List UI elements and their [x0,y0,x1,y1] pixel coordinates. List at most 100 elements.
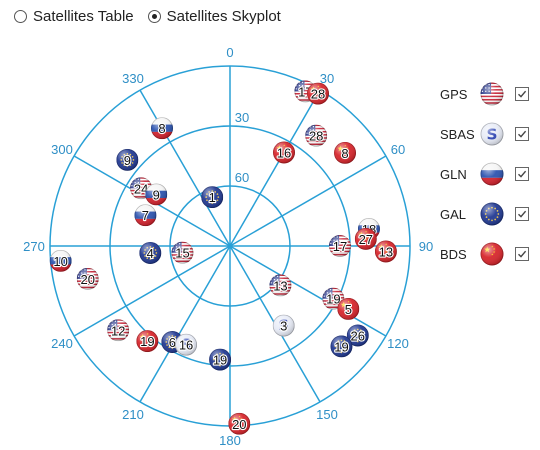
satellite-label: 19 [334,339,348,354]
satellite-beidou-20[interactable]: 20 [228,412,251,435]
satellite-gps-17[interactable]: 17 [329,235,351,257]
legend-checkbox-gps[interactable] [515,87,529,101]
satellite-label: 10 [53,254,67,269]
satellite-label: 17 [333,239,347,254]
azimuth-spoke-30 [229,89,321,247]
satellite-label: 9 [124,153,131,168]
legend-label-gps: GPS [440,86,468,102]
legend-checkbox-gln[interactable] [515,167,529,181]
satellite-beidou-16[interactable]: 16 [273,141,295,164]
satellite-galileo-4[interactable]: 4 [139,241,162,264]
satellite-label: 15 [175,246,189,261]
gps-flag-icon [480,82,504,106]
satellite-label: 1 [209,190,216,205]
azimuth-label-270: 270 [23,239,45,254]
legend-row-gln: GLN [440,162,529,186]
satellite-galileo-26[interactable]: 26 [346,324,369,347]
azimuth-label-30: 30 [320,71,334,86]
satellite-label: 6 [169,335,176,350]
satellite-gps-15[interactable]: 15 [171,241,194,264]
view-toggle: Satellites Table Satellites Skyplot [14,8,281,25]
satellite-beidou-19[interactable]: 19 [136,330,159,353]
legend-row-gal: GAL [440,202,529,226]
satellite-gps-28[interactable]: 28 [305,124,328,147]
checkmark-icon [518,170,527,178]
satellite-galileo-19[interactable]: 19 [330,335,353,358]
satellite-galileo-19[interactable]: 19 [209,348,232,371]
satellite-label: 5 [345,302,352,317]
satellite-sbas-16[interactable]: S16 [175,333,198,356]
azimuth-spoke-210 [139,245,231,403]
gln-flag-icon [480,162,504,186]
legend-checkbox-sbas[interactable] [515,127,529,141]
satellites-skyplot-radio[interactable]: Satellites Skyplot [147,8,281,25]
satellite-layer: 8917282881624971415182713171020131952619… [49,80,397,435]
bds-flag-icon [480,242,504,266]
satellite-label: 9 [153,187,160,202]
satellite-label: 13 [379,244,393,259]
azimuth-spoke-60 [229,155,387,247]
satellite-beidou-27[interactable]: 27 [354,227,377,250]
azimuth-label-60: 60 [391,142,405,157]
satellite-label: 19 [140,334,154,349]
satellite-label: 28 [309,129,323,144]
legend-checkbox-bds[interactable] [515,247,529,261]
azimuth-spoke-120 [229,245,387,337]
satellite-label: 24 [134,181,148,196]
satellite-glonass-10[interactable]: 10 [49,249,72,272]
legend-row-bds: BDS [440,242,529,266]
gal-flag-icon [480,202,504,226]
satellites-table-radio[interactable]: Satellites Table [14,8,134,25]
satellite-label: 8 [158,121,165,136]
azimuth-label-90: 90 [419,239,433,254]
azimuth-label-0: 0 [226,45,233,60]
elevation-label-60: 60 [235,170,249,185]
satellite-gps-13[interactable]: 13 [269,274,292,297]
radio-unselected-icon[interactable] [14,10,27,23]
radio-selected-icon[interactable] [147,10,161,23]
azimuth-spoke-330 [139,89,231,247]
legend-row-gps: GPS [440,82,529,106]
satellite-beidou-8[interactable]: 8 [334,141,357,164]
azimuth-spoke-240 [73,245,231,337]
checkmark-icon [518,90,527,98]
azimuth-label-330: 330 [122,71,144,86]
satellite-label: 13 [273,278,287,293]
satellite-label: 3 [280,319,287,334]
satellite-gps-24[interactable]: 24 [130,177,153,200]
satellite-label: 19 [213,353,227,368]
satellite-galileo-9[interactable]: 9 [116,148,139,171]
satellite-beidou-5[interactable]: 5 [337,297,360,320]
satellite-gps-20[interactable]: 20 [76,267,99,290]
legend-checkbox-gal[interactable] [515,207,529,221]
checkmark-icon [518,250,527,258]
azimuth-label-150: 150 [316,407,338,422]
satellite-label: 7 [142,208,149,223]
satellite-glonass-7[interactable]: 7 [134,204,157,227]
satellite-glonass-8[interactable]: 8 [151,117,173,140]
azimuth-label-210: 210 [122,407,144,422]
satellites-table-label: Satellites Table [33,8,134,25]
legend-label-bds: BDS [440,246,467,262]
legend: GPS SBAS S GLN GAL BDS [440,82,529,282]
satellite-label: 20 [81,272,95,287]
legend-label-gln: GLN [440,166,467,182]
satellite-glonass-9[interactable]: 9 [145,183,168,206]
checkmark-icon [518,130,527,138]
satellite-label: 20 [232,417,246,432]
satellite-label: 27 [359,232,373,247]
satellite-beidou-28[interactable]: 28 [307,82,329,105]
legend-label-sbas: SBAS [440,126,475,142]
satellite-gps-12[interactable]: 12 [107,319,130,342]
satellite-galileo-1[interactable]: 1 [201,186,224,209]
sbas-s-icon: S [480,122,504,146]
satellite-label: 4 [147,246,154,261]
satellite-label: 16 [179,338,193,353]
satellite-beidou-13[interactable]: 13 [374,240,397,263]
satellite-sbas-3[interactable]: S3 [272,314,295,337]
azimuth-label-120: 120 [387,336,409,351]
checkmark-icon [518,210,527,218]
satellite-label: 26 [351,328,365,343]
